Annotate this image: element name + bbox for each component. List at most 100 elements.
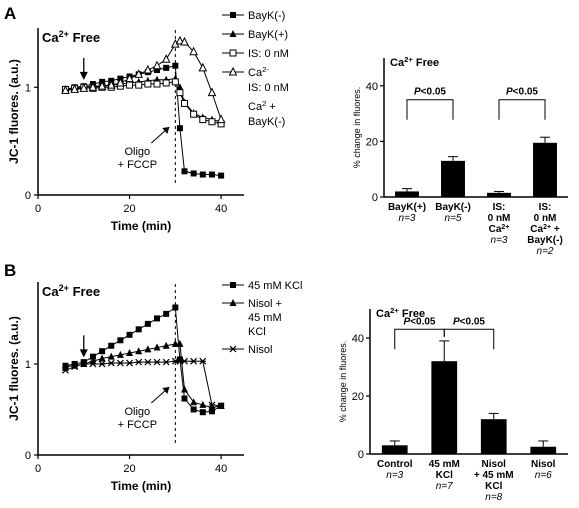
data-point (162, 341, 170, 349)
data-point (135, 326, 142, 333)
y-tick-label: 1 (25, 82, 31, 94)
data-point (208, 403, 216, 411)
bar (395, 191, 419, 197)
y-tick-label: 40 (352, 333, 364, 345)
annotation-arrowhead (162, 127, 170, 134)
category-n: n=3 (399, 213, 416, 224)
chart-title: Ca2+ Free (390, 55, 439, 70)
data-point (190, 110, 198, 118)
data-point (135, 347, 143, 355)
data-point (144, 80, 152, 88)
annotation-text: + FCCP (118, 159, 157, 171)
bar (530, 446, 557, 454)
legend-label: BayK(-) (248, 10, 285, 22)
legend-label: Nisol (248, 344, 272, 356)
data-point (126, 331, 133, 338)
addition-arrowhead (79, 349, 88, 358)
data-point (116, 350, 124, 358)
bar (533, 142, 557, 197)
data-point (116, 359, 124, 367)
data-point (144, 320, 151, 327)
legend-marker (229, 299, 237, 306)
legend-marker (228, 66, 238, 76)
category-n: n=5 (445, 213, 462, 224)
data-point (161, 54, 171, 63)
y-tick-label: 0 (372, 192, 378, 204)
bar (480, 419, 507, 454)
data-point (199, 116, 207, 124)
data-point (216, 114, 226, 124)
legend-label: Nisol + (248, 298, 282, 310)
legend-item: Nisol (222, 344, 272, 356)
data-point (199, 409, 206, 416)
y-axis-label: JC-1 fluores. (a.u.) (7, 59, 21, 164)
data-point (125, 73, 134, 83)
annotation-arrowhead (162, 387, 170, 394)
data-point (70, 84, 79, 93)
data-point (62, 366, 69, 374)
legend-item: Nisol + 45 mM KCl (222, 298, 282, 338)
category-label: Ca2+ (489, 224, 510, 236)
significance-label: P<0.05 (453, 316, 485, 327)
data-point (218, 172, 225, 179)
y-tick-label: 0 (358, 449, 364, 461)
data-point (207, 87, 217, 97)
data-point (108, 342, 115, 349)
series-line (65, 40, 222, 120)
data-point (154, 315, 161, 322)
category-label: IS: (539, 202, 552, 213)
data-point (98, 360, 106, 368)
category-n: n=7 (436, 481, 453, 492)
y-tick-label: 20 (352, 391, 364, 403)
data-point (153, 343, 161, 351)
data-point (97, 81, 107, 90)
y-tick-label: 0 (25, 190, 31, 202)
category-label: 0 nM (488, 213, 511, 224)
data-point (181, 168, 188, 175)
data-point (126, 349, 134, 357)
series-line (65, 343, 222, 409)
annotation-text: Oligo (124, 146, 150, 158)
data-point (106, 79, 116, 89)
category-label: Control (377, 459, 413, 470)
category-label: Nisol (482, 459, 507, 470)
significance-bracket (406, 99, 454, 120)
legend-marker (230, 282, 236, 288)
panel-letter-b: B (4, 261, 16, 280)
data-point (135, 81, 143, 89)
chart-b-line: Ca2+ Free 0 20 40 0 1 Time (min) JC-1 fluores. … (7, 280, 302, 493)
x-tick-label: 20 (123, 203, 135, 215)
data-point (80, 360, 88, 368)
data-point (190, 170, 197, 177)
series-line (65, 360, 222, 407)
data-point (134, 69, 144, 78)
data-point (208, 118, 216, 126)
data-point (107, 359, 115, 367)
legend-label: KCl (248, 326, 266, 338)
legend-label: IS: 0 nM (248, 82, 289, 94)
data-point (135, 358, 143, 366)
bar (487, 192, 511, 197)
significance-label: P<0.05 (506, 87, 538, 98)
data-point (199, 171, 206, 178)
panel-letter-a: A (4, 4, 16, 23)
data-point (143, 64, 153, 74)
bar (441, 160, 465, 197)
y-tick-label: 1 (25, 359, 31, 371)
data-point (144, 358, 152, 366)
data-point (208, 171, 215, 178)
legend-label: 45 mM KCl (248, 280, 302, 292)
data-point (208, 408, 215, 415)
y-tick-label: 40 (366, 81, 378, 93)
annotation-text: Oligo (124, 406, 150, 418)
y-axis-label: % change in fluores. (352, 87, 362, 169)
category-label: IS: (493, 202, 506, 213)
data-point (176, 89, 184, 97)
data-point (190, 398, 198, 406)
legend-marker (230, 12, 236, 18)
y-tick-label: 20 (366, 136, 378, 148)
data-point (163, 310, 170, 317)
data-point (162, 79, 170, 87)
category-n: n=6 (535, 470, 552, 481)
data-point (198, 62, 208, 72)
